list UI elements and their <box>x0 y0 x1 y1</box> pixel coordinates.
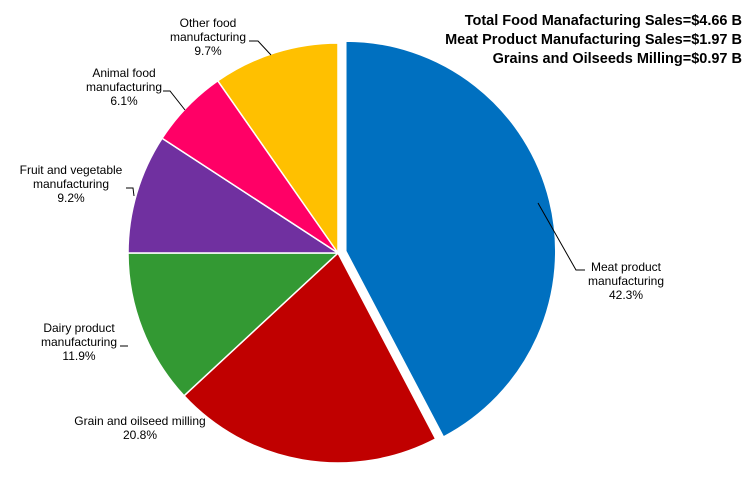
slice-label-line: 9.2% <box>57 191 85 205</box>
leader-lines <box>120 40 585 347</box>
pie-slice-meat <box>345 40 557 438</box>
slice-label-line: Animal food <box>92 66 155 80</box>
slice-label-line: Dairy product <box>43 321 115 335</box>
leader-line-animal <box>163 90 186 111</box>
leader-line-meat <box>537 202 585 271</box>
pie-slices <box>127 40 557 464</box>
pie-slice-fruit <box>127 137 341 254</box>
leader-line-fruit <box>126 187 135 197</box>
slice-label-line: manufacturing <box>41 335 117 349</box>
pie-slice-dairy <box>127 252 340 397</box>
slice-label-line: Other food <box>180 16 237 30</box>
sales-summary: Total Food Manafacturing Sales=$4.66 B M… <box>445 12 742 69</box>
slice-labels: Meat product manufacturing 42.3%Grain and … <box>20 16 664 442</box>
slice-label-line: Fruit and vegetable <box>20 163 123 177</box>
slice-label-line: 20.8% <box>123 428 157 442</box>
summary-grain-sales: Grains and Oilseeds Milling=$0.97 B <box>492 51 742 67</box>
slice-label-fruit: Fruit and vegetable manufacturing 9.2% <box>20 163 123 205</box>
slice-label-dairy: Dairy product manufacturing 11.9% <box>41 321 117 363</box>
summary-total-sales: Total Food Manafacturing Sales=$4.66 B <box>464 13 742 29</box>
slice-label-line: 6.1% <box>110 94 138 108</box>
slice-label-other: Other food manufacturing 9.7% <box>170 16 246 58</box>
slice-label-grain: Grain and oilseed milling 20.8% <box>74 414 205 442</box>
slice-label-line: manufacturing <box>86 80 162 94</box>
pie-slice-grain <box>182 251 437 464</box>
slice-label-line: Meat product <box>591 260 662 274</box>
slice-label-meat: Meat product manufacturing 42.3% <box>588 260 664 302</box>
leader-line-other <box>249 40 272 56</box>
slice-label-line: 11.9% <box>62 349 95 363</box>
slice-label-animal: Animal food manufacturing 6.1% <box>86 66 162 108</box>
slice-label-line: Grain and oilseed milling <box>74 414 205 428</box>
slice-label-line: 42.3% <box>609 288 643 302</box>
slice-label-line: manufacturing <box>170 30 246 44</box>
pie-slice-other <box>216 42 339 256</box>
slice-label-line: manufacturing <box>33 177 109 191</box>
slice-label-line: manufacturing <box>588 274 664 288</box>
summary-meat-sales: Meat Product Manufacturing Sales=$1.97 B <box>445 32 742 48</box>
slice-label-line: 9.7% <box>194 44 222 58</box>
